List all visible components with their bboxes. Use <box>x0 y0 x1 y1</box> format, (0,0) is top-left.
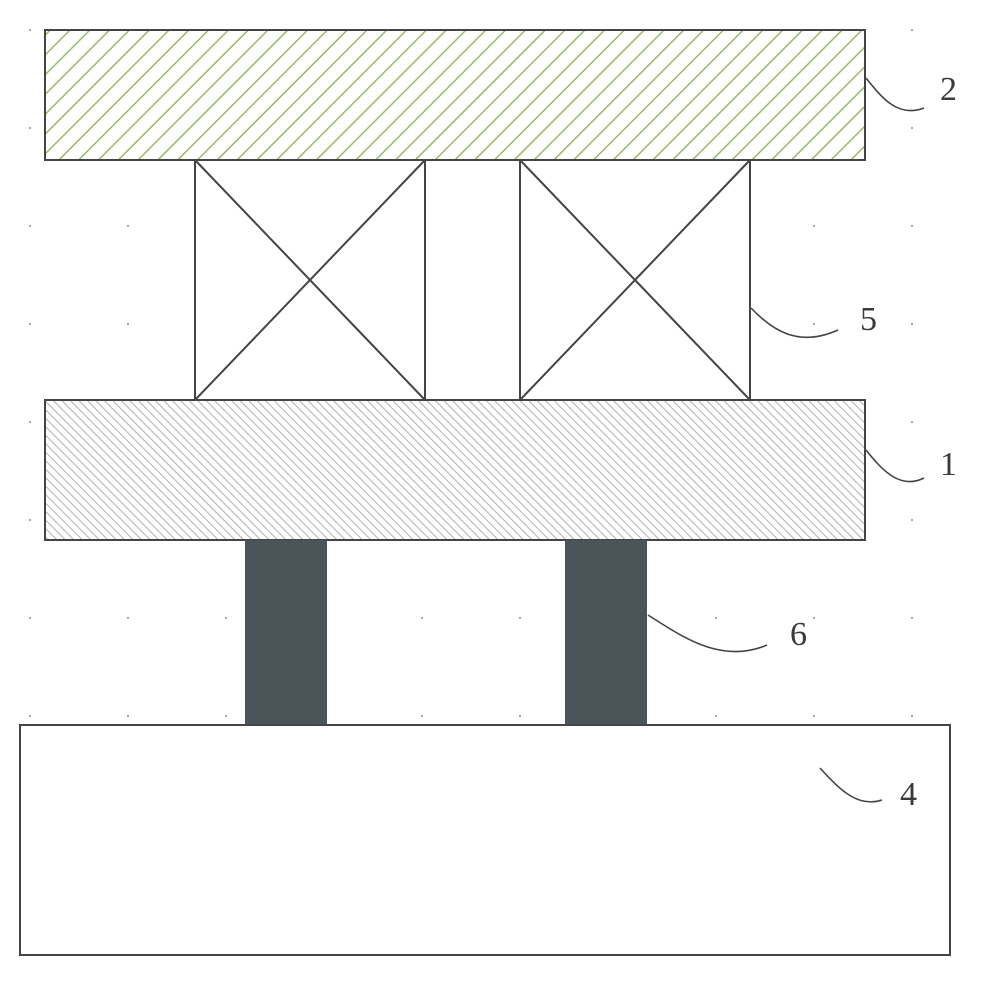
layer-2-bar <box>45 30 865 160</box>
callout-label-4: 4 <box>900 776 917 813</box>
diagram-canvas: 2 5 1 6 4 <box>0 0 1000 985</box>
callout-label-2: 2 <box>940 71 957 108</box>
callout-label-1: 1 <box>940 446 957 483</box>
callout-label-5: 5 <box>860 301 877 338</box>
callout-label-6: 6 <box>790 616 807 653</box>
layer-6-post <box>245 540 327 725</box>
layer-4-bar <box>20 725 950 955</box>
layer-6-post <box>565 540 647 725</box>
layer-1-bar <box>45 400 865 540</box>
